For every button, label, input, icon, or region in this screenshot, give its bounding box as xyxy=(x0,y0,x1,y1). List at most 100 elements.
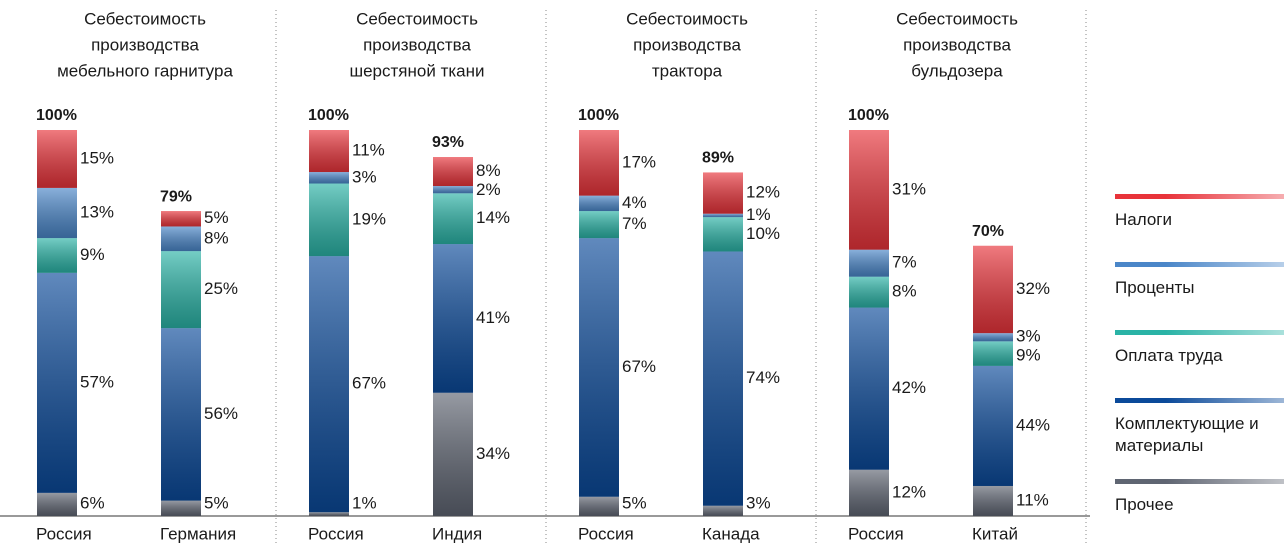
value-label: 9% xyxy=(1016,346,1041,365)
panel-title: Себестоимость xyxy=(84,9,206,28)
bar-shade xyxy=(849,130,889,250)
x-tick-label: Россия xyxy=(578,524,634,543)
bar-shade xyxy=(973,245,1013,334)
total-label: 70% xyxy=(972,223,1004,240)
panel-title: бульдозера xyxy=(911,61,1003,80)
value-label: 3% xyxy=(352,167,377,186)
chart: Себестоимость производства мебельного гарн… xyxy=(0,9,1090,546)
bar-shade xyxy=(849,249,889,277)
bar-shade xyxy=(973,333,1013,342)
value-label: 5% xyxy=(204,493,229,512)
value-label: 3% xyxy=(1016,327,1041,346)
bar-shade xyxy=(433,392,473,516)
value-label: 32% xyxy=(1016,279,1050,298)
x-tick-label: Россия xyxy=(36,524,92,543)
bar-shade xyxy=(433,244,473,393)
bar-shade xyxy=(703,172,743,214)
bar-shade xyxy=(309,183,349,257)
bar-shade xyxy=(973,365,1013,486)
x-tick-label: Германия xyxy=(160,524,236,543)
value-label: 3% xyxy=(746,493,771,512)
value-label: 11% xyxy=(1016,490,1049,509)
legend-label: Налоги xyxy=(1115,210,1172,229)
legend-item: Налоги xyxy=(1115,194,1284,231)
value-label: 5% xyxy=(622,493,647,512)
value-label: 1% xyxy=(746,205,771,224)
total-label: 93% xyxy=(432,134,464,151)
legend-label: Оплата труда xyxy=(1115,346,1223,365)
bar-shade xyxy=(37,187,77,239)
panel-title: производства xyxy=(91,35,199,54)
total-label: 100% xyxy=(848,107,889,124)
bar-shade xyxy=(849,307,889,470)
legend: Налоги Проценты Оплата труда Комплектующие … xyxy=(1115,194,1284,546)
bar-shade xyxy=(309,172,349,184)
panel-title: производства xyxy=(633,35,741,54)
value-label: 8% xyxy=(204,228,229,247)
bar-shade xyxy=(703,505,743,516)
bar-shade xyxy=(973,485,1013,516)
legend-item: Проценты xyxy=(1115,262,1284,299)
x-tick-label: Китай xyxy=(972,524,1018,543)
value-label: 12% xyxy=(746,183,780,202)
value-label: 17% xyxy=(622,152,656,171)
legend-swatch xyxy=(1115,194,1284,199)
value-label: 19% xyxy=(352,209,386,228)
legend-swatch xyxy=(1115,479,1284,484)
legend-swatch xyxy=(1115,398,1284,403)
panel-title: Себестоимость xyxy=(896,9,1018,28)
bar-shade xyxy=(309,256,349,513)
value-label: 41% xyxy=(476,308,510,327)
value-label: 7% xyxy=(622,214,647,233)
bar-shade xyxy=(579,211,619,239)
bar-shade xyxy=(579,130,619,196)
total-label: 100% xyxy=(578,107,619,124)
bar-shade xyxy=(37,130,77,188)
bar-shade xyxy=(433,157,473,187)
bar-shade xyxy=(703,251,743,506)
bar-shade xyxy=(433,193,473,245)
value-label: 67% xyxy=(352,374,386,393)
panel-title: производства xyxy=(903,35,1011,54)
bar-shade xyxy=(703,213,743,218)
bar-shade xyxy=(579,238,619,497)
value-label: 11% xyxy=(352,141,385,160)
total-label: 79% xyxy=(160,188,192,205)
legend-item: Прочее xyxy=(1115,479,1284,516)
legend-item: Оплата труда xyxy=(1115,330,1284,367)
bar-shade xyxy=(161,211,201,227)
bar-shade xyxy=(161,226,201,252)
value-label: 4% xyxy=(622,193,647,212)
bar-shade xyxy=(161,251,201,329)
bar-shade xyxy=(37,492,77,516)
value-label: 14% xyxy=(476,208,510,227)
panel-title: производства xyxy=(363,35,471,54)
panel-title: Себестоимость xyxy=(626,9,748,28)
value-label: 8% xyxy=(476,161,501,180)
panel-title: трактора xyxy=(652,61,723,80)
value-label: 1% xyxy=(352,493,377,512)
bar-shade xyxy=(309,130,349,173)
legend-label: Проценты xyxy=(1115,278,1195,297)
total-label: 100% xyxy=(36,107,77,124)
x-tick-label: Россия xyxy=(848,524,904,543)
bar-shade xyxy=(433,186,473,194)
value-label: 42% xyxy=(892,378,926,397)
panel-title: Себестоимость xyxy=(356,9,478,28)
value-label: 34% xyxy=(476,444,510,463)
value-label: 12% xyxy=(892,482,926,501)
value-label: 10% xyxy=(746,224,780,243)
bar-shade xyxy=(703,217,743,252)
x-tick-label: Канада xyxy=(702,524,760,543)
legend-swatch xyxy=(1115,262,1284,267)
value-label: 25% xyxy=(204,279,238,298)
total-label: 89% xyxy=(702,150,734,167)
panel-title: мебельного гарнитура xyxy=(57,61,233,80)
value-label: 13% xyxy=(80,202,114,221)
bar-shade xyxy=(37,272,77,493)
legend-item: Комплектующие и материалы xyxy=(1115,398,1284,457)
x-tick-label: Индия xyxy=(432,524,482,543)
legend-label: Комплектующие и материалы xyxy=(1115,414,1259,455)
bar-shade xyxy=(37,238,77,273)
